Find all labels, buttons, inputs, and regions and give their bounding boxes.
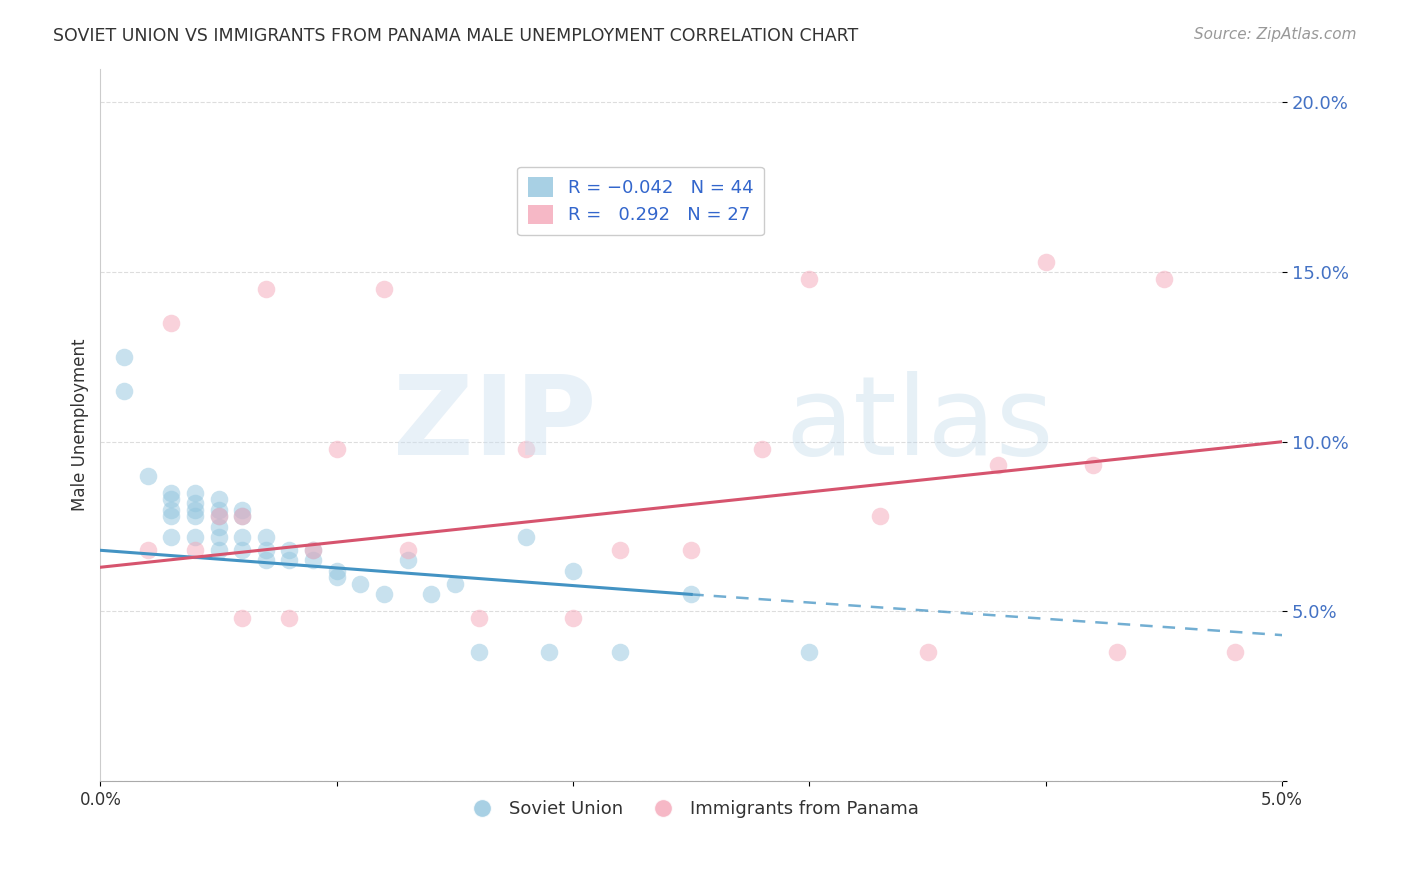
Point (231, 543, 253, 558)
Point (1105, 645, 1128, 659)
Point (207, 509, 229, 524)
Point (160, 530, 183, 544)
Point (515, 530, 537, 544)
Point (207, 509, 229, 524)
Text: ZIP: ZIP (394, 371, 596, 478)
Point (160, 502, 183, 516)
Point (538, 645, 561, 659)
Point (254, 282, 277, 296)
Point (799, 645, 821, 659)
Point (987, 458, 1010, 473)
Point (184, 502, 207, 516)
Point (302, 543, 325, 558)
Point (302, 553, 325, 567)
Point (373, 587, 395, 601)
Point (207, 543, 229, 558)
Point (373, 282, 395, 296)
Text: SOVIET UNION VS IMMIGRANTS FROM PANAMA MALE UNEMPLOYMENT CORRELATION CHART: SOVIET UNION VS IMMIGRANTS FROM PANAMA M… (53, 27, 859, 45)
Point (207, 530, 229, 544)
Point (254, 553, 277, 567)
Point (136, 543, 159, 558)
Point (184, 496, 207, 510)
Point (302, 543, 325, 558)
Point (160, 485, 183, 500)
Text: Source: ZipAtlas.com: Source: ZipAtlas.com (1194, 27, 1357, 42)
Point (444, 577, 467, 591)
Point (1035, 255, 1057, 269)
Point (325, 442, 347, 456)
Point (207, 492, 229, 507)
Point (325, 570, 347, 584)
Point (681, 543, 703, 558)
Point (184, 485, 207, 500)
Point (231, 611, 253, 625)
Point (917, 645, 939, 659)
Point (231, 509, 253, 524)
Point (184, 530, 207, 544)
Point (1081, 458, 1104, 473)
Point (231, 530, 253, 544)
Legend: Soviet Union, Immigrants from Panama: Soviet Union, Immigrants from Panama (457, 793, 927, 825)
Point (325, 564, 347, 578)
Point (1223, 645, 1246, 659)
Point (207, 502, 229, 516)
Point (278, 611, 301, 625)
Point (562, 564, 585, 578)
Point (751, 442, 773, 456)
Point (278, 543, 301, 558)
Point (231, 509, 253, 524)
Point (420, 587, 443, 601)
Point (112, 384, 135, 398)
Point (609, 645, 631, 659)
Point (515, 442, 537, 456)
Point (160, 316, 183, 330)
Point (869, 509, 891, 524)
Point (799, 272, 821, 286)
Point (160, 492, 183, 507)
Point (254, 530, 277, 544)
Point (231, 502, 253, 516)
Point (278, 553, 301, 567)
Point (349, 577, 371, 591)
Point (112, 350, 135, 364)
Point (396, 553, 419, 567)
Point (467, 611, 489, 625)
Point (160, 509, 183, 524)
Point (562, 611, 585, 625)
Point (254, 543, 277, 558)
Point (184, 509, 207, 524)
Point (681, 587, 703, 601)
Text: atlas: atlas (786, 371, 1054, 478)
Point (207, 519, 229, 533)
Point (467, 645, 489, 659)
Point (609, 543, 631, 558)
Point (184, 543, 207, 558)
Point (396, 543, 419, 558)
Point (1153, 272, 1175, 286)
Y-axis label: Male Unemployment: Male Unemployment (72, 338, 89, 511)
Point (136, 468, 159, 483)
